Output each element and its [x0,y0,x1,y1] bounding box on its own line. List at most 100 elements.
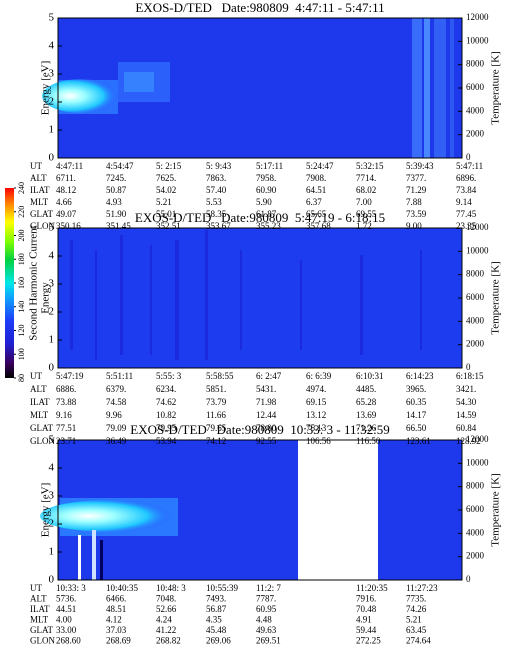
y-tick-label: 3 [49,490,55,502]
ephemeris-value: 13.69 [356,410,377,420]
ephemeris-value: 73.79 [206,397,227,407]
ephemeris-value: 51.90 [106,209,127,219]
ephemeris-value: 74.26 [406,604,427,614]
y2-tick-label: 4000 [466,527,485,537]
ephemeris-value: 353.67 [206,221,231,231]
spectrogram-texture [70,230,422,360]
ephemeris-value: 7.00 [356,197,372,207]
ephemeris-label: MLT [30,410,49,420]
ephemeris-value: 5:55: 3 [156,371,182,381]
y2-tick-label: 10000 [466,245,489,255]
ephemeris-value: 10:40:35 [106,583,139,593]
ephemeris-value: 7958. [256,173,276,183]
ephemeris-value: 352.51 [156,221,181,231]
y-tick-label: 4 [49,250,55,262]
ephemeris-value: 116.50 [356,436,381,446]
ephemeris-value: 53.94 [156,436,177,446]
colorbar-tick-label: 140 [17,301,26,313]
ephemeris-label: ALT [30,384,47,394]
ephemeris-value: 49.63 [256,625,277,635]
ephemeris-value: 355.23 [256,221,281,231]
y2-tick-label: 12000 [466,434,489,444]
chart-title: EXOS-D/TED Date:980809 4:47:11 - 5:47:11 [135,0,384,15]
ephemeris-value: 14.59 [456,410,477,420]
ephemeris-label: GLAT [30,209,53,219]
ephemeris-value: 3421. [456,384,476,394]
y2-tick-label: 0 [466,152,471,162]
ephemeris-value: 79.65 [206,423,227,433]
ephemeris-value: 268.82 [156,636,181,646]
y-tick-label: 0 [49,152,55,164]
ephemeris-label: UT [30,371,42,381]
ephemeris-value: 6: 2:47 [256,371,282,381]
ephemeris-label: UT [30,583,42,593]
ephemeris-value: 6: 6:39 [306,371,332,381]
ephemeris-value: 9.16 [56,410,72,420]
ephemeris-value: 7735. [406,594,426,604]
ephemeris-value: 54.02 [156,185,176,195]
ephemeris-value: 4:54:47 [106,161,134,171]
ephemeris-value: 11:2: 7 [256,583,281,593]
y2-tick-label: 10000 [466,35,489,45]
y-tick-label: 1 [49,334,55,346]
ephemeris-value: 7048. [156,594,176,604]
ephemeris-value: 6:14:23 [406,371,434,381]
y-tick-label: 5 [49,12,55,24]
ephemeris-value: 7916. [356,594,376,604]
ephemeris-value: 268.60 [56,636,81,646]
ephemeris-value: 269.06 [206,636,231,646]
ephemeris-value: 66.50 [406,423,427,433]
ephemeris-value: 14.17 [406,410,427,420]
y-axis-label: Energy [eV] [40,61,52,115]
ephemeris-value: 74.12 [206,436,226,446]
y-tick-label: 4 [49,40,55,52]
ephemeris-value: 4485. [356,384,376,394]
ephemeris-value: 5:24:47 [306,161,334,171]
ephemeris-value: 77.45 [456,209,477,219]
chart-title: EXOS-D/TED Date:980809 10:33: 3 - 11:32:… [130,422,390,437]
ephemeris-value: 7245. [106,173,126,183]
ephemeris-value: 274.64 [406,636,431,646]
ephemeris-label: UT [30,161,42,171]
ephemeris-value: 5431. [256,384,276,394]
ephemeris-value: 56.87 [206,604,227,614]
ephemeris-value: 10:55:39 [206,583,239,593]
ephemeris-value: 13.12 [306,410,326,420]
y2-tick-label: 8000 [466,481,485,491]
ephemeris-value: 50.87 [106,185,127,195]
y-axis-label: Energy [eV] [40,483,52,537]
ephemeris-label: GLON [30,636,55,646]
colorbar-tick-label: 100 [17,348,26,360]
ephemeris-label: MLT [30,197,49,207]
ephemeris-value: 5.21 [406,615,422,625]
y2-tick-label: 4000 [466,105,485,115]
ephemeris-value: 71.26 [356,423,377,433]
ephemeris-label: ALT [30,594,47,604]
ephemeris-label: GLON [30,436,55,446]
y-tick-label: 5 [49,222,55,234]
ephemeris-value: 10:33: 3 [56,583,86,593]
ephemeris-value: 4.00 [56,615,72,625]
ephemeris-value: 60.95 [256,604,277,614]
ephemeris-value: 12.44 [256,410,277,420]
ephemeris-value: 6896. [456,173,476,183]
ephemeris-value: 11.66 [206,410,226,420]
ephemeris-value: 10:48: 3 [156,583,186,593]
ephemeris-value: 4.91 [356,615,372,625]
ephemeris-value: 65.65 [306,209,327,219]
ephemeris-value: 59.44 [356,625,377,635]
ephemeris-value: 65.28 [356,397,377,407]
colorbar-tick-label: 160 [17,277,26,289]
ephemeris-value: 6466. [106,594,126,604]
ephemeris-value: 4.66 [56,197,72,207]
ephemeris-label: ILAT [30,604,50,614]
ephemeris-value: 128.92 [456,436,481,446]
ephemeris-value: 52.66 [156,604,177,614]
ephemeris-value: 69.15 [306,397,327,407]
ephemeris-label: ILAT [30,185,50,195]
ephemeris-value: 60.90 [256,185,277,195]
ephemeris-value: 58.35 [206,209,227,219]
ephemeris-value: 60.35 [406,397,427,407]
y-tick-label: 3 [49,68,55,80]
ephemeris-value: 5851. [206,384,226,394]
